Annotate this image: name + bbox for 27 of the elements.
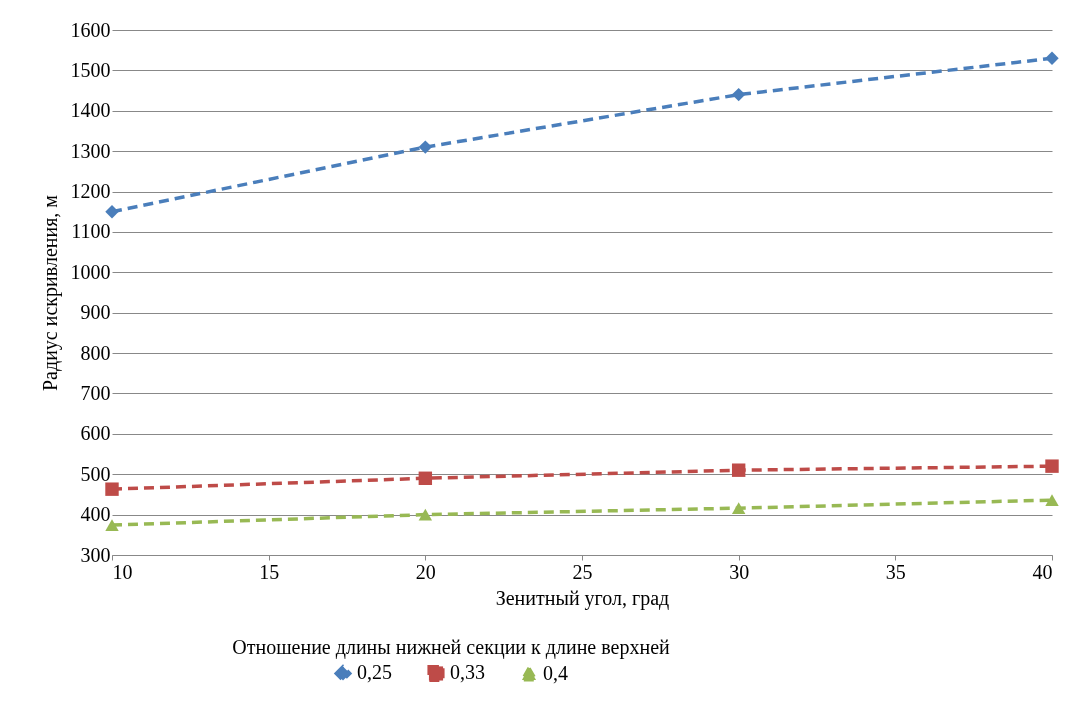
legend-label: 0,33 [450, 661, 485, 684]
y-tick-label: 1300 [70, 139, 111, 162]
legend-label: 0,25 [357, 661, 392, 684]
y-tick-label: 1200 [70, 180, 111, 203]
y-tick-label: 1100 [71, 220, 111, 243]
y-tick-label: 400 [80, 503, 111, 526]
y-tick-label: 1600 [70, 18, 111, 41]
x-tick-label: 10 [112, 560, 133, 583]
y-tick-label: 700 [80, 381, 111, 404]
y-tick-label: 300 [80, 543, 111, 566]
legend-title: Отношение длины нижней секции к длине верхней [232, 636, 671, 659]
y-tick-label: 600 [80, 422, 111, 445]
y-tick-label: 500 [80, 462, 111, 485]
x-tick-label: 15 [259, 560, 280, 583]
x-tick-label: 35 [885, 560, 906, 583]
x-axis-title: Зенитный угол, град [495, 586, 670, 610]
legend-label: 0,4 [543, 661, 568, 684]
x-tick-label: 20 [415, 560, 436, 583]
x-tick-label: 30 [729, 560, 750, 583]
y-tick-label: 1400 [70, 99, 111, 122]
y-tick-label: 800 [80, 341, 111, 364]
y-tick-label: 1500 [70, 58, 111, 81]
x-tick-label: 40 [1032, 560, 1053, 583]
x-tick-label: 25 [572, 560, 593, 583]
y-axis-title: Радиус искривления, м [38, 194, 62, 392]
y-tick-label: 900 [80, 301, 111, 324]
y-tick-label: 1000 [70, 260, 111, 283]
